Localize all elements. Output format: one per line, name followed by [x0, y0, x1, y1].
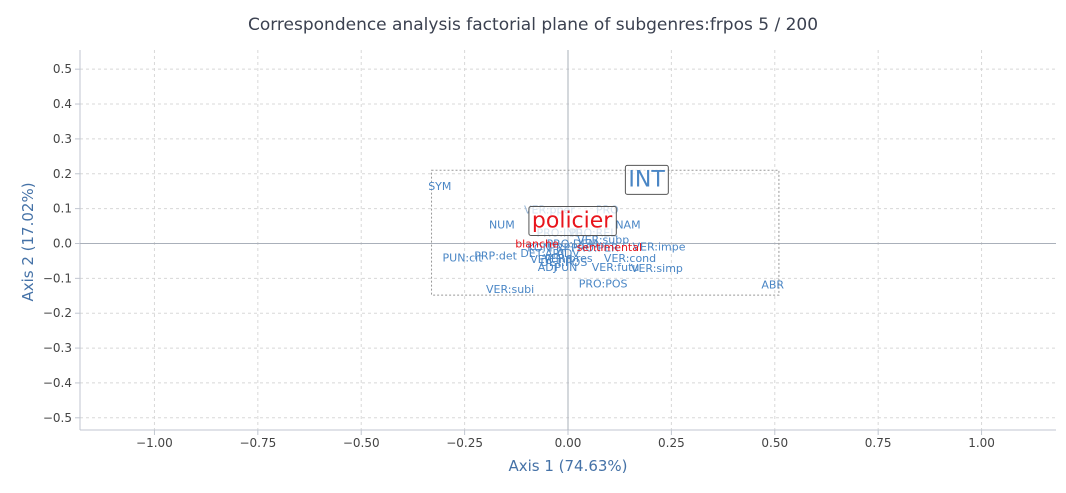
x-tick-label: 0.00	[555, 436, 582, 450]
x-tick-label: −0.50	[343, 436, 380, 450]
column-point[interactable]: blanche	[515, 237, 559, 250]
row-point-label[interactable]: ABR	[761, 279, 784, 292]
x-axis-title: Axis 1 (74.63%)	[508, 457, 627, 475]
column-point-label: policier	[532, 208, 613, 233]
x-tick-label: 0.75	[865, 436, 892, 450]
row-point-label[interactable]: VER:infi	[530, 253, 572, 266]
row-point-label[interactable]: ADV	[556, 247, 580, 260]
row-point-label[interactable]: PRP	[549, 242, 570, 255]
y-tick-label: −0.5	[43, 411, 72, 425]
y-tick-label: 0.5	[53, 62, 72, 76]
y-tick-label: 0.1	[53, 202, 72, 216]
row-point-label[interactable]: DET:POS	[540, 256, 587, 269]
row-point-label[interactable]: PUN	[554, 261, 577, 274]
row-point-label[interactable]: DET:ART	[520, 247, 566, 260]
y-tick-label: −0.1	[43, 271, 72, 285]
row-point-label[interactable]: PUN:cit	[443, 251, 484, 264]
row-point-label[interactable]: KON	[527, 242, 551, 255]
column-point[interactable]: policier	[528, 205, 617, 236]
y-tick-label: −0.4	[43, 376, 72, 390]
row-point-label[interactable]: NAM	[615, 218, 640, 231]
column-point[interactable]: sentimental	[577, 241, 642, 254]
chart-title: Correspondence analysis factorial plane …	[248, 15, 818, 35]
y-tick-label: 0.2	[53, 167, 72, 181]
row-point-label[interactable]: VER:pres	[543, 252, 593, 265]
row-point-label[interactable]: SYM	[428, 180, 451, 193]
y-tick-label: −0.2	[43, 306, 72, 320]
x-tick-label: −0.75	[239, 436, 276, 450]
column-point-box	[528, 205, 617, 236]
row-point-label[interactable]: VER:subp	[577, 233, 629, 246]
row-point-label[interactable]: PRO:POS	[579, 278, 628, 291]
row-point-label[interactable]: NUM	[489, 218, 515, 231]
y-axis-title: Axis 2 (17.02%)	[19, 182, 37, 301]
column-point-label: INT	[628, 167, 665, 192]
column-point-box	[624, 164, 669, 195]
column-point-label: sentimental	[577, 241, 642, 254]
row-point-label[interactable]: VER:cond	[604, 252, 656, 265]
zoom-box	[431, 169, 780, 296]
row-point-label[interactable]: VER:simp	[631, 262, 683, 275]
x-tick-label: 0.50	[761, 436, 788, 450]
zoom-rect	[431, 169, 780, 296]
row-point-label[interactable]: PRO:PER	[571, 242, 619, 255]
x-tick-label: 0.25	[658, 436, 685, 450]
x-ticks: −1.00 −0.75 −0.50 −0.25 0.00 0.25 0.50 0.75 1.00	[136, 430, 995, 450]
y-tick-label: 0.4	[53, 97, 72, 111]
y-tick-label: −0.3	[43, 341, 72, 355]
y-tick-label: 0.0	[53, 236, 72, 250]
column-point[interactable]: INT	[624, 164, 669, 195]
row-point-label[interactable]: ADJ	[538, 261, 557, 274]
row-point-label[interactable]: PRP:det	[474, 250, 517, 263]
row-point-label[interactable]: VER:subi	[486, 283, 534, 296]
row-point-label[interactable]: VER:impe	[632, 240, 685, 253]
x-tick-label: −0.25	[446, 436, 483, 450]
y-tick-label: 0.3	[53, 132, 72, 146]
row-point-label[interactable]: VER:futu	[592, 261, 640, 274]
x-tick-label: −1.00	[136, 436, 173, 450]
row-point-label[interactable]: PRO:DEM	[546, 237, 597, 250]
column-point-label: blanche	[515, 237, 559, 250]
y-ticks: 0.5 0.4 0.3 0.2 0.1 0.0 −0.1 −0.2 −0.3 −0.4 −0.5	[43, 62, 80, 425]
x-tick-label: 1.00	[968, 436, 995, 450]
column-points: INT policier blanche sentimental	[515, 164, 669, 254]
